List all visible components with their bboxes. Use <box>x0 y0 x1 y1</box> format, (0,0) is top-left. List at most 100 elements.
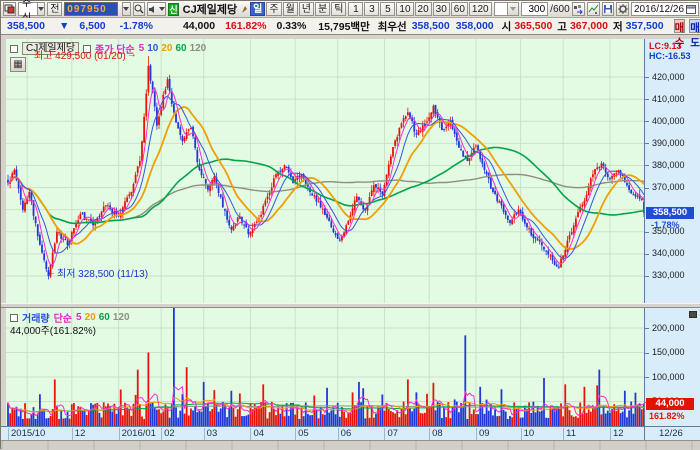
best-quote-label: 최우선 <box>377 20 407 33</box>
volume-pane[interactable]: 거래량 단순 5 20 60 120 44,000주(161.82%) <box>6 308 644 426</box>
date-value: 2016/12/26 <box>633 3 685 15</box>
volume-readout: 44,000주(161.82%) <box>10 326 96 337</box>
trendline-icon[interactable] <box>586 2 600 16</box>
high-label: 고 <box>557 20 567 33</box>
change: 6,500 <box>79 20 106 32</box>
search-icon[interactable] <box>132 2 146 16</box>
period-button-틱[interactable]: 틱 <box>331 2 347 16</box>
new-badge: 신 <box>168 2 179 16</box>
quote-values: 358,500 ▼ 6,500 -1.78% 44,000 161.82% 0.33% 15,… <box>7 19 670 34</box>
sell-button[interactable]: 매도 <box>689 19 700 49</box>
quote-bar: 358,500 ▼ 6,500 -1.78% 44,000 161.82% 0.33% 15,… <box>1 18 700 49</box>
asset-type-select[interactable]: 주식 <box>18 0 46 24</box>
time-label-12: 12 <box>609 428 624 440</box>
period-button-분[interactable]: 분 <box>314 2 331 16</box>
volume-ma-legend: 5 20 60 120 <box>76 312 133 323</box>
high: 367,000 <box>569 20 608 32</box>
ma-legend-5: 5 <box>138 43 145 54</box>
interval-button-60[interactable]: 60 <box>450 2 468 16</box>
current-volume-marker: 44,000 <box>646 398 694 410</box>
checkbox-icon[interactable] <box>10 44 18 53</box>
legend-type-label: 종가 단순 <box>95 45 135 56</box>
tick-mark <box>645 352 649 354</box>
ma-legend-60: 60 <box>175 43 187 54</box>
time-label-03: 03 <box>203 428 217 440</box>
interval-button-10[interactable]: 10 <box>396 2 414 16</box>
interval-button-3[interactable]: 3 <box>364 2 380 16</box>
time-label-12: 12 <box>71 428 85 440</box>
interval-button-30[interactable]: 30 <box>432 2 450 16</box>
price-tick-370000: 370,000 <box>652 182 685 193</box>
stock-code-input[interactable] <box>64 2 119 16</box>
time-axis[interactable]: 2015/10 12 2016/01 02 03 04 05 06 07 08 09 10 11 12 <box>1 426 644 440</box>
chevron-down-icon <box>507 3 519 15</box>
code-dropdown-icon[interactable] <box>122 2 131 16</box>
buy-button[interactable]: 매수 <box>673 19 686 49</box>
price-pane[interactable]: CJ제일제당 종가 단순 5 10 20 60 120 ▦ 최고 429,500 (01… <box>6 39 644 303</box>
period-button-주[interactable]: 주 <box>266 2 282 16</box>
interval-button-5[interactable]: 5 <box>380 2 396 16</box>
ma-legend-20: 20 <box>161 43 173 54</box>
candle-count-max: /600 <box>550 3 570 15</box>
checkbox-icon[interactable] <box>10 313 18 322</box>
data-grid-icon[interactable]: ▦ <box>10 57 26 72</box>
bottom-scrollbar[interactable] <box>1 440 700 450</box>
panel-menu-icon[interactable] <box>689 311 697 318</box>
volume-tick-200000: 200,000 <box>652 322 685 333</box>
checkbox-icon[interactable] <box>83 44 92 53</box>
candle-count-input[interactable] <box>521 2 549 16</box>
interval-button-20[interactable]: 20 <box>414 2 432 16</box>
interval-button-120[interactable]: 120 <box>468 2 492 16</box>
window-icon[interactable] <box>3 2 16 16</box>
price-axis[interactable]: LC:9.13 HC:-16.53 420,000 410,000 400,000 3… <box>644 39 700 303</box>
time-label-05: 05 <box>295 428 309 440</box>
price-tick-380000: 380,000 <box>652 159 685 170</box>
price-down-icon: ▼ <box>58 20 70 32</box>
tick-mark <box>645 275 649 277</box>
compare-chart-icon[interactable] <box>571 2 585 16</box>
high-annotation-text: 최고 429,500 (01/20) <box>34 51 126 62</box>
pin-icon[interactable] <box>241 5 248 14</box>
low-change-label: LC:9.13 <box>649 41 682 51</box>
period-button-년[interactable]: 년 <box>298 2 314 16</box>
time-label-10: 10 <box>520 428 534 440</box>
price-tick-400000: 400,000 <box>652 115 685 126</box>
price-tick-350000: 350,000 <box>652 226 685 237</box>
tick-mark <box>645 231 649 233</box>
open: 365,500 <box>514 20 553 32</box>
price-legend: CJ제일제당 종가 단순 5 10 20 60 120 <box>10 41 209 56</box>
time-label-11: 11 <box>563 428 576 440</box>
interval-select[interactable] <box>493 2 520 16</box>
period-button-일[interactable]: 일 <box>250 2 266 16</box>
pane-splitter[interactable] <box>1 303 700 308</box>
price-tick-390000: 390,000 <box>652 137 685 148</box>
jeon-button[interactable]: 전 <box>47 2 63 16</box>
best-bid: 358,500 <box>411 20 450 32</box>
time-axis-corner: 12/26 <box>644 426 700 440</box>
time-label-07: 07 <box>384 428 398 440</box>
time-label-08: 08 <box>429 428 443 440</box>
ma-legend-20: 20 <box>84 312 96 323</box>
open-label: 시 <box>501 20 512 33</box>
price-tick-340000: 340,000 <box>652 248 685 259</box>
save-icon[interactable] <box>601 2 615 16</box>
volume-legend-title: 거래량 <box>22 314 50 325</box>
tick-mark <box>645 253 649 255</box>
interval-button-1[interactable]: 1 <box>348 2 364 16</box>
date-picker[interactable]: 2016/12/26 <box>630 2 700 16</box>
gear-icon[interactable] <box>616 2 629 16</box>
price-ma-legend: 5 10 20 60 120 <box>139 43 210 54</box>
period-button-월[interactable]: 월 <box>282 2 298 16</box>
tick-mark <box>645 121 649 123</box>
low: 357,500 <box>625 20 664 32</box>
price-tick-410000: 410,000 <box>652 93 685 104</box>
stock-name: CJ제일제당 <box>182 4 238 16</box>
tick-mark <box>645 77 649 78</box>
speaker-icon[interactable] <box>147 2 167 16</box>
ma-legend-60: 60 <box>98 312 110 323</box>
volume-legend: 거래량 단순 5 20 60 120 <box>10 310 133 325</box>
change-pct: -1.78% <box>119 20 153 32</box>
